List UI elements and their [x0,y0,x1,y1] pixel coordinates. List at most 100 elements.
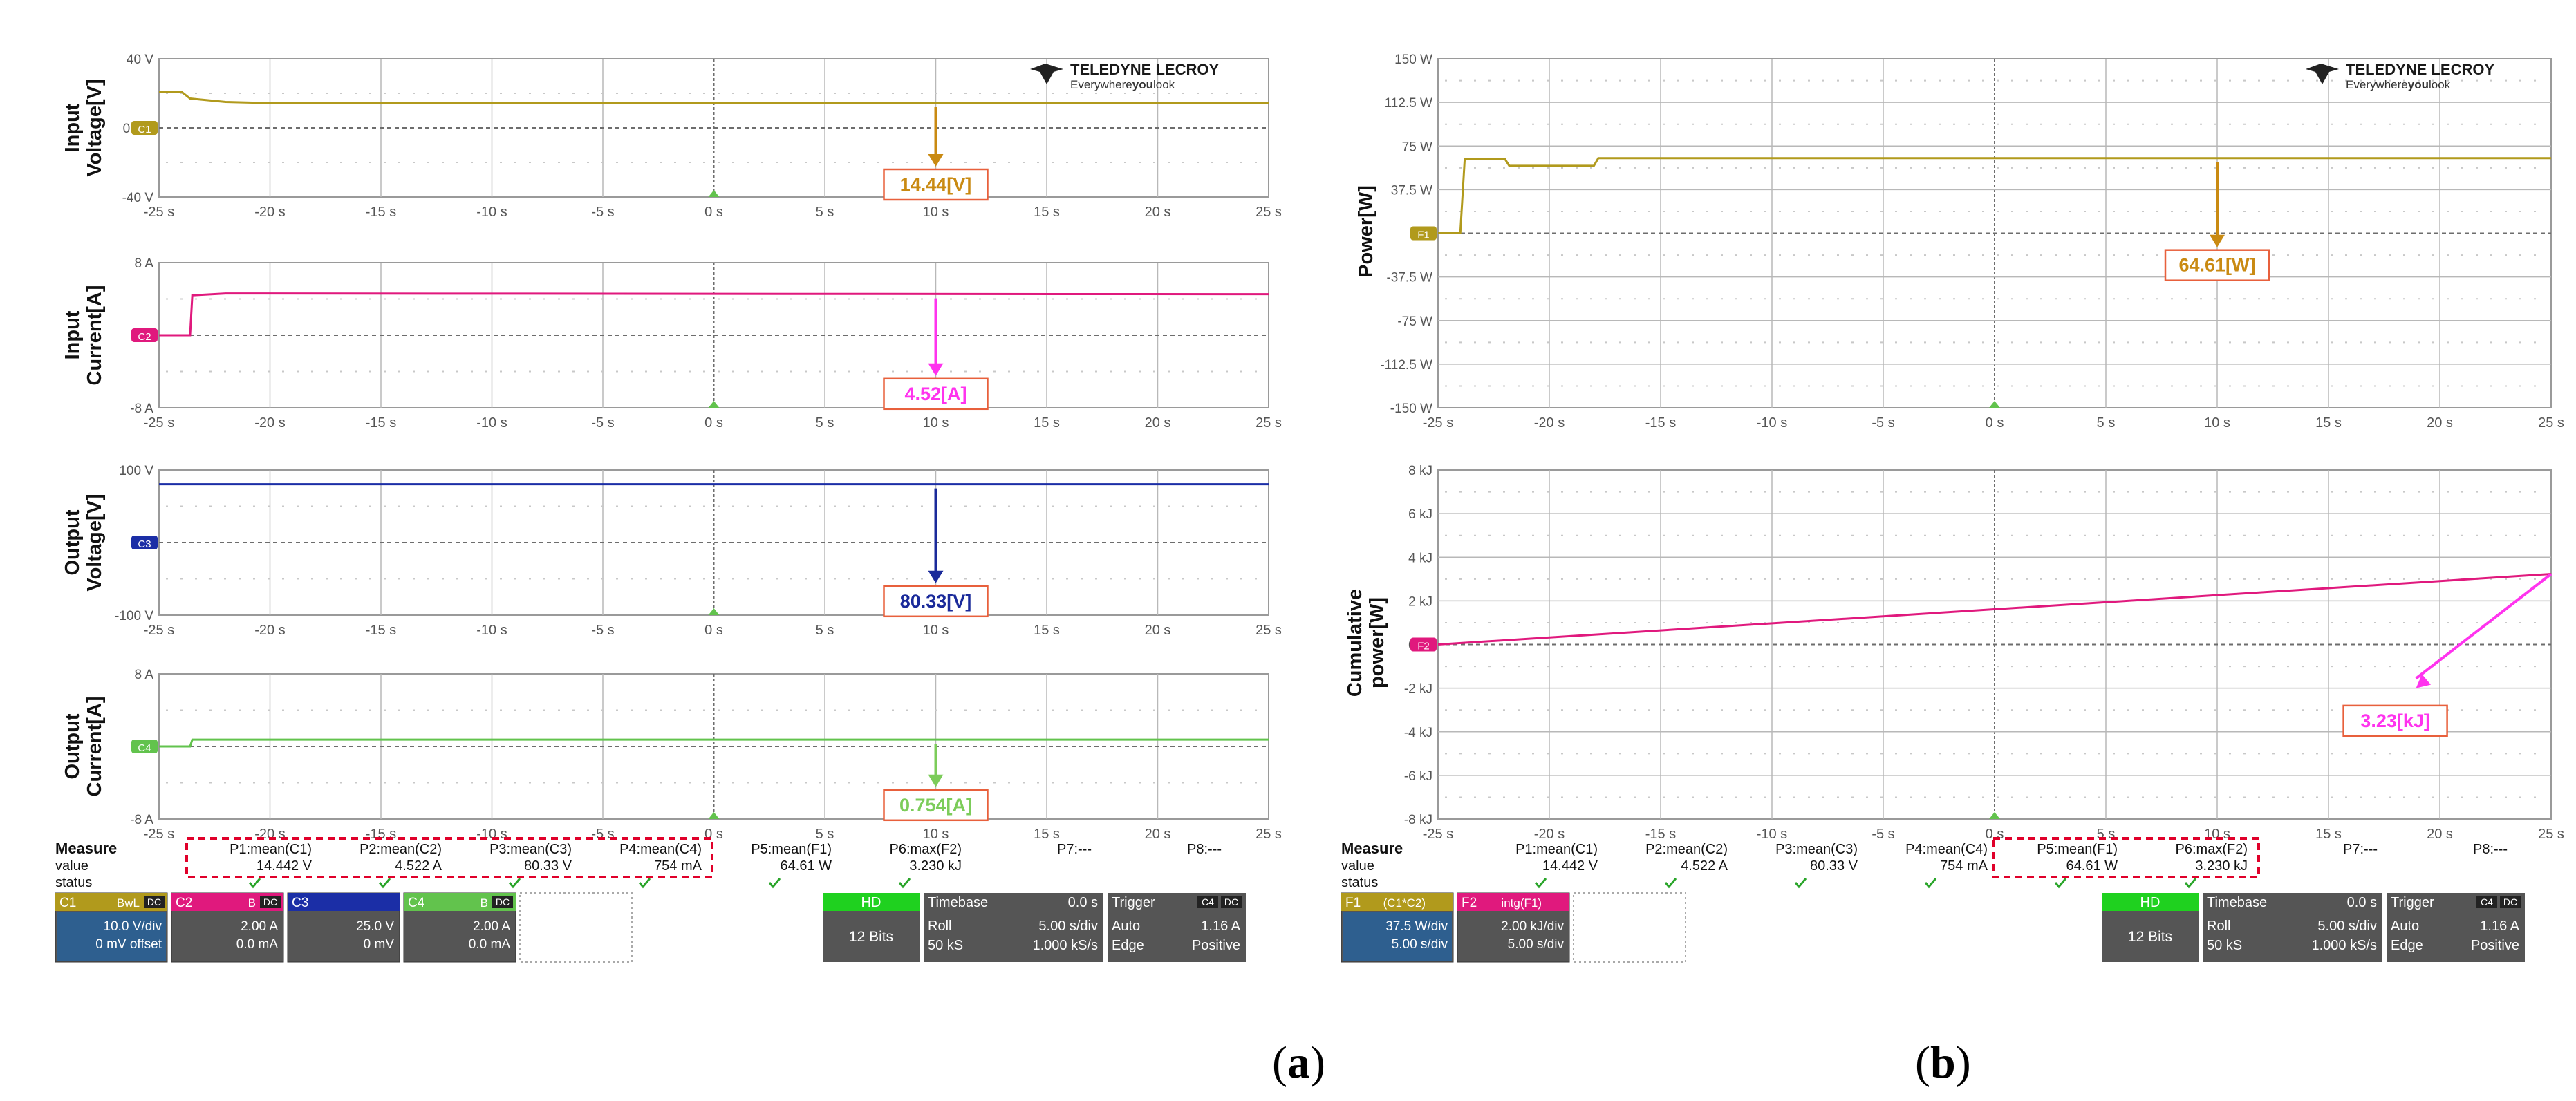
measure-param: P4:mean(C4) [619,842,702,857]
y-tick-label: -8 kJ [1404,813,1432,827]
plot-4: 8 A0 A-8 A-25 s-20 s-15 s-10 s-5 s0 s5 s… [62,668,1282,842]
channel-tag: B [248,896,256,910]
x-tick-label: -5 s [591,623,614,638]
x-tick-label: 0 s [704,415,723,431]
hd-header [2102,893,2199,911]
trigger-slope: Positive [1192,938,1240,953]
annotation-box [883,377,989,411]
channel-offset: 0.0 mA [469,937,511,952]
annotation-box [2342,704,2448,737]
x-tick-label: 10 s [923,827,949,842]
annotation-label: 4.52[A] [904,384,967,404]
coupling-badge [260,896,281,908]
x-tick-label: -15 s [366,623,396,638]
annotation-label: 64.61[W] [2178,255,2255,276]
x-tick-label: -20 s [254,205,285,220]
svg-text:C3: C3 [138,538,151,550]
status-check [378,878,391,889]
plot-3: 100 V0 V-100 V-25 s-20 s-15 s-10 s-5 s0 … [62,464,1282,638]
trigger-type: Edge [2391,938,2423,953]
trigger-ch-badge [2476,896,2497,908]
channel-marker: F1 [1410,226,1437,241]
channel-box-C1: C1 BwL DC 10.0 V/div 0 mV offset [55,892,168,963]
channel-name: F2 [1462,896,1477,910]
measure-label: Measure [1341,840,1403,857]
x-tick-label: 20 s [1145,205,1171,220]
channel-body [1343,912,1452,961]
channel-tag: B [480,896,488,910]
channel-box-F1: F1 (C1*C2) 37.5 W/div 5.00 s/div [1341,892,1454,963]
annotation-label: 80.33[V] [900,591,972,612]
svg-text:F2: F2 [1417,641,1430,652]
coupling-badge [144,896,165,908]
y-tick-label: -37.5 W [1386,271,1432,285]
x-tick-label: -20 s [254,623,285,638]
trigger-ch: C4 [2481,896,2493,907]
measure-value: 3.230 kJ [2195,858,2248,874]
trigger-level: 1.16 A [2480,919,2519,934]
measure-value: 3.230 kJ [909,858,962,874]
status-check [508,878,521,889]
annotation-box [2164,249,2270,281]
measure-value: 754 mA [1940,858,1988,874]
measure-param: P6:max(F2) [890,842,962,857]
y-tick-label: 40 V [127,53,153,67]
measure-param: P8:--- [2473,842,2508,857]
x-tick-label: 15 s [1034,623,1060,638]
channel-body [289,912,398,961]
x-tick-label: 20 s [1145,827,1171,842]
y-tick-label: -112.5 W [1380,358,1432,373]
timebase-box [2203,893,2382,962]
y-tick-label: -100 V [115,609,153,623]
x-tick-label: -25 s [144,205,174,220]
x-tick-label: -25 s [144,415,174,431]
timebase-label: Timebase [2207,895,2267,910]
trigger-slope: Positive [2471,938,2519,953]
timebase-rate-div: 5.00 s/div [1038,919,1098,934]
measure-row-value: value [55,858,88,874]
hd-bits: 12 Bits [2128,929,2172,945]
y-tick-label: 37.5 W [1391,183,1432,198]
trigger-coupling: DC [2503,896,2517,907]
timebase-samples: 50 kS [928,938,963,953]
measure-row-status: status [1341,875,1378,890]
measure-param: P8:--- [1187,842,1222,857]
channel-boxes-b: F1 (C1*C2) 37.5 W/div 5.00 s/div F2 intg(F1) 2… [1341,892,1686,963]
x-tick-label: -25 s [1423,415,1453,431]
channel-scale: 2.00 A [473,919,510,934]
channel-offset: 5.00 s/div [1508,937,1565,952]
x-tick-label: 10 s [923,205,949,220]
annotation-box [883,789,989,822]
status-check [2184,878,2197,889]
channel-scale: 2.00 kJ/div [1501,919,1564,934]
channel-offset: 0 mV [364,937,395,952]
hd-label: HD [2140,895,2160,910]
channel-name: C4 [408,896,425,910]
channel-tag: intg(F1) [1501,896,1542,910]
x-tick-label: -25 s [144,623,174,638]
annotation-arrowhead [2210,234,2225,247]
empty-channel-slot [519,892,633,963]
x-tick-label: 15 s [2315,827,2342,842]
channel-tag: (C1*C2) [1383,896,1426,910]
x-tick-label: -25 s [144,827,174,842]
status-check [898,878,911,889]
plot-1: 40 V0 mV-40 V-25 s-20 s-15 s-10 s-5 s0 s… [62,53,1282,220]
channel-header [288,893,400,911]
status-check [1534,878,1547,889]
x-tick-label: -20 s [1534,827,1565,842]
x-tick-label: -5 s [1872,415,1894,431]
channel-scale: 10.0 V/div [104,919,162,934]
x-tick-label: -15 s [1645,415,1676,431]
x-tick-label: 20 s [1145,623,1171,638]
channel-name: C2 [176,896,192,910]
status-check [1924,878,1937,889]
x-tick-label: -5 s [1872,827,1894,842]
trigger-marker [1989,812,2000,819]
x-tick-label: -15 s [366,205,396,220]
channel-body [405,912,514,961]
series-trace [159,738,1269,748]
